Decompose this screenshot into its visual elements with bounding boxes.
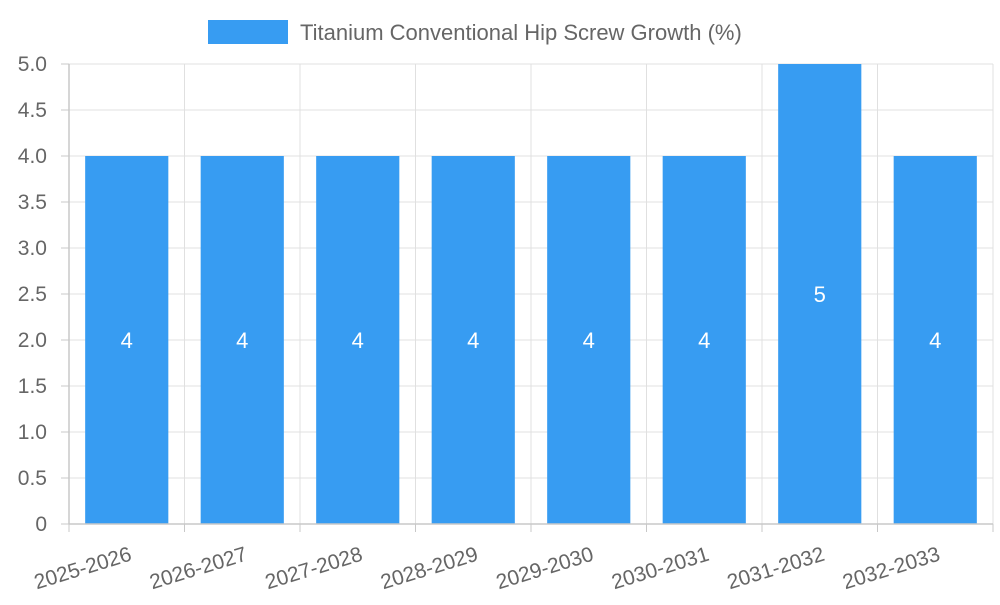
x-tick-label: 2025-2026	[31, 543, 134, 594]
bar-2025-2026[interactable]	[85, 156, 169, 524]
data-labels: 4 4 4 4 4 4 5 4	[121, 282, 942, 353]
x-tick-label: 2031-2032	[724, 543, 827, 594]
y-tick-label: 4.5	[18, 99, 47, 122]
y-tick-label: 5.0	[18, 53, 47, 76]
bar-2029-2030[interactable]	[547, 156, 631, 524]
y-tick-label: 1.5	[18, 375, 47, 398]
legend-label[interactable]: Titanium Conventional Hip Screw Growth (…	[300, 20, 742, 45]
y-tick-label: 3.0	[18, 237, 47, 260]
legend-swatch[interactable]	[208, 20, 288, 44]
y-tick-label: 0	[35, 513, 47, 536]
bar-2031-2032[interactable]	[778, 64, 862, 524]
y-tick-label: 2.0	[18, 329, 47, 352]
legend[interactable]: Titanium Conventional Hip Screw Growth (…	[208, 20, 742, 45]
x-tick-label: 2028-2029	[378, 543, 481, 594]
x-tick-label: 2032-2033	[840, 543, 943, 594]
bar-2026-2027[interactable]	[200, 156, 284, 524]
data-label: 4	[929, 328, 941, 353]
y-tick-label: 4.0	[18, 145, 47, 168]
data-label: 4	[698, 328, 710, 353]
y-tick-label: 2.5	[18, 283, 47, 306]
data-label: 4	[467, 328, 479, 353]
data-label: 4	[121, 328, 133, 353]
data-label: 5	[814, 282, 826, 307]
data-label: 4	[236, 328, 248, 353]
bar-2032-2033[interactable]	[893, 156, 977, 524]
y-tick-label: 1.0	[18, 421, 47, 444]
bars	[85, 64, 977, 524]
x-tick-label: 2027-2028	[262, 543, 365, 594]
y-tick-label: 3.5	[18, 191, 47, 214]
x-tick-label: 2026-2027	[147, 543, 250, 594]
bar-2030-2031[interactable]	[662, 156, 746, 524]
bar-2028-2029[interactable]	[431, 156, 515, 524]
x-tick-label: 2030-2031	[609, 543, 712, 594]
y-tick-label: 0.5	[18, 467, 47, 490]
bar-2027-2028[interactable]	[316, 156, 400, 524]
data-label: 4	[352, 328, 364, 353]
data-label: 4	[583, 328, 595, 353]
x-tick-label: 2029-2030	[493, 543, 596, 594]
